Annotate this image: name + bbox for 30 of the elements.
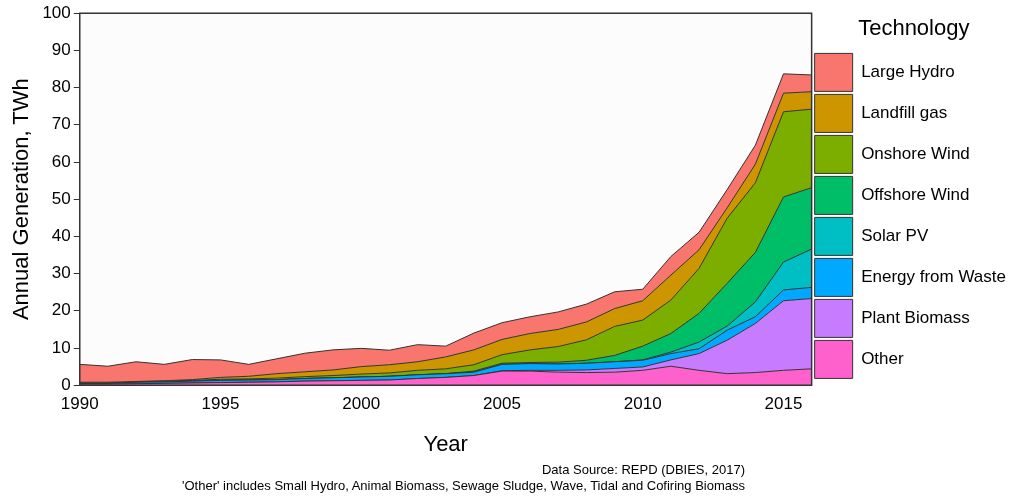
legend-label: Large Hydro xyxy=(861,62,955,82)
y-tick-label: 60 xyxy=(51,151,71,171)
y-tick-label: 90 xyxy=(51,40,71,60)
x-axis-title: Year xyxy=(423,430,468,456)
x-tick-label: 2005 xyxy=(483,394,521,414)
source-note: Data Source: REPD (DBIES, 2017) xyxy=(540,462,745,478)
x-tick-label: 1995 xyxy=(201,394,240,414)
x-tick-label: 2015 xyxy=(764,394,803,414)
y-tick-label: 10 xyxy=(51,337,71,357)
legend-label: Other xyxy=(861,349,904,369)
y-tick-label: 40 xyxy=(51,226,71,246)
legend-label: Landfill gas xyxy=(861,103,948,123)
x-tick-label: 2010 xyxy=(623,394,662,414)
text: 'Other' includes Small Hydro, Animal Biomass, Sewage Sludge, Wave, Tidal and Cofiring Biomass xyxy=(181,478,745,494)
legend-label: Offshore Wind xyxy=(861,185,970,205)
legend-label: Onshore Wind xyxy=(861,144,970,164)
legend-label: Solar PV xyxy=(861,226,929,246)
y-tick-label: 100 xyxy=(42,2,71,22)
y-tick-label: 80 xyxy=(51,77,71,97)
legend-label: Energy from Waste xyxy=(861,267,1006,287)
y-tick-label: 30 xyxy=(51,263,71,283)
x-tick-label: 1990 xyxy=(60,394,99,414)
x-tick-label: 2000 xyxy=(342,394,381,414)
legend-label: Plant Biomass xyxy=(861,308,970,328)
y-axis-title: Annual Generation, TWh xyxy=(8,78,34,321)
y-tick-label: 70 xyxy=(51,114,71,134)
legend-title: Technology xyxy=(858,15,970,41)
y-tick-label: 50 xyxy=(51,188,71,208)
y-tick-label: 0 xyxy=(61,374,71,394)
y-tick-label: 20 xyxy=(51,300,71,320)
